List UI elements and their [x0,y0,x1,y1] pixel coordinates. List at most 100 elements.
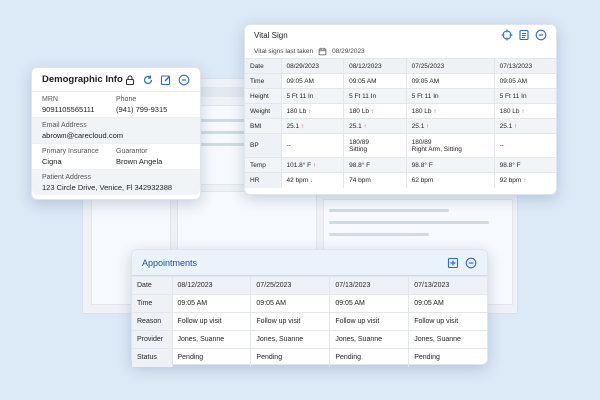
arrow-up-icon: ↑ [308,108,312,115]
appt-cell: Pending [329,348,409,367]
vital-row-weight: Weight 180 Lb ↑ 180 Lb ↑ 180 Lb ↑ 180 Lb… [245,103,556,119]
appt-cell: 08/12/2023 [171,276,251,295]
vital-cell: 08/29/2023 [280,58,344,74]
collapse-icon[interactable] [178,74,190,86]
appt-row-label: Status [132,348,172,367]
collapse-icon[interactable] [465,257,477,269]
vital-cell: 180 Lb [499,107,520,115]
address-value: 123 Circle Drive, Venice, Fl 342932388 [42,182,173,192]
arrow-up-icon: ↑ [521,108,525,115]
vital-cell: 07/13/2023 [493,58,556,74]
demographic-info-card: Demographic Info MRN 9091105565111 Phone… [31,67,201,200]
arrow-up-icon: ↑ [514,123,518,130]
appt-cell: Jones, Suanne [171,330,251,349]
vital-last-taken: Vital signs last taken 08/29/2023 [245,45,556,58]
email-value: abrown@carecloud.com [42,130,123,140]
phone-value: (941) 799-9315 [116,104,168,114]
vital-row-time: Time 09:05 AM 09:05 AM 09:05 AM 09:05 AM [245,73,556,89]
appt-row-time: Time 09:05 AM 09:05 AM 09:05 AM 09:05 AM [132,294,487,313]
vital-row-bp: BP -- 180/89 Sitting 180/89 Right Arm, Sit… [245,133,556,158]
appt-cell: 07/13/2023 [408,276,487,295]
appt-cell: 09:05 AM [408,294,487,313]
vital-row-label: BMI [245,118,281,134]
vital-cell: 25.1 [499,122,513,130]
phone-label: Phone [116,96,137,103]
vital-cell: 62 bpm [405,172,495,188]
target-icon[interactable] [501,29,513,41]
mrn-label: MRN [42,96,58,103]
demographic-title: Demographic Info [42,74,123,85]
vital-cell: 09:05 AM [280,73,344,89]
vital-cell-sub: Right Arm, Sitting [411,145,462,153]
vital-row-temp: Temp 101.8° F ↑ 98.8° F 98.8° F 98.8° F [245,157,556,173]
add-icon[interactable] [447,257,459,269]
vital-cell: 180/89 [411,138,432,146]
appt-cell: 09:05 AM [250,294,330,313]
vital-cell: 09:05 AM [405,73,495,89]
guarantor-value: Brown Angela [116,156,163,166]
vital-cell: 07/25/2023 [405,58,495,74]
vital-cell: 25.1 [349,122,362,130]
address-label: Patient Address [42,174,92,181]
vital-row-height: Height 5 Ft 11 In 5 Ft 11 In 5 Ft 11 In … [245,88,556,104]
appt-cell: Follow up visit [171,312,251,331]
insurance-value: Cigna [42,156,62,166]
arrow-up-icon: ↑ [312,162,316,169]
vital-cell: 42 bpm [286,176,309,184]
vital-header: Vital Sign [245,25,556,45]
vital-row-label: Time [245,73,281,89]
vital-cell: 98.8° F [343,157,407,173]
vital-row-label: Date [245,58,281,74]
vital-cell: 5 Ft 11 In [405,88,495,104]
vital-row-label: Weight [245,103,281,119]
vital-cell: 5 Ft 11 In [343,88,407,104]
edit-icon[interactable] [160,74,172,86]
appt-cell: 09:05 AM [171,294,251,313]
appt-cell: 09:05 AM [329,294,409,313]
vital-row-label: HR [245,172,281,188]
appt-cell: Pending [408,348,487,367]
appt-cell: Pending [250,348,330,367]
vital-cell: 98.8° F [493,157,556,173]
demographic-header: Demographic Info [32,68,200,92]
guarantor-label: Guarantor [116,148,148,155]
vital-cell: 5 Ft 11 In [280,88,344,104]
appt-row-status: Status Pending Pending Pending Pending [132,348,487,367]
email-label: Email Address [42,122,87,129]
insurance-label: Primary Insurance [42,148,99,155]
arrow-up-icon: ↑ [426,123,430,130]
appt-row-label: Provider [132,330,172,349]
appt-cell: Follow up visit [329,312,409,331]
vital-row-date: Date 08/29/2023 08/12/2023 07/25/2023 07… [245,58,556,74]
lock-icon[interactable] [124,74,136,86]
arrow-up-icon: ↑ [433,108,437,115]
arrow-up-icon: ↑ [300,123,304,130]
appointments-card: Appointments Date 08/12/2023 07/25/2023 … [131,249,488,367]
arrow-up-icon: ↑ [363,123,367,130]
vital-cell: 25.1 [286,122,300,130]
appt-row-label: Time [132,294,172,313]
appointments-table: Date 08/12/2023 07/25/2023 07/13/2023 07… [132,276,487,367]
vital-title: Vital Sign [254,30,288,40]
refresh-icon[interactable] [142,74,154,86]
vital-sign-card: Vital Sign Vital signs last taken 08/29/… [244,24,557,195]
last-taken-label: Vital signs last taken [254,48,314,55]
appt-cell: Jones, Suanne [329,330,409,349]
vital-cell: 09:05 AM [493,73,556,89]
vital-table: Date 08/29/2023 08/12/2023 07/25/2023 07… [245,58,556,188]
arrow-up-icon: ↑ [523,177,527,184]
appt-cell: Follow up visit [408,312,487,331]
list-icon[interactable] [518,29,530,41]
vital-row-label: BP [245,133,281,158]
appointments-title: Appointments [142,257,198,268]
vital-cell: 98.8° F [405,157,495,173]
vital-cell: 92 bpm [499,176,522,184]
vital-cell: 180 Lb [286,107,307,115]
appt-row-provider: Provider Jones, Suanne Jones, Suanne Jon… [132,330,487,349]
appt-cell: Follow up visit [250,312,330,331]
appt-row-label: Date [132,276,172,295]
vital-cell: 09:05 AM [343,73,407,89]
appt-cell: Jones, Suanne [408,330,487,349]
collapse-icon[interactable] [535,29,547,41]
appt-row-date: Date 08/12/2023 07/25/2023 07/13/2023 07… [132,276,487,295]
